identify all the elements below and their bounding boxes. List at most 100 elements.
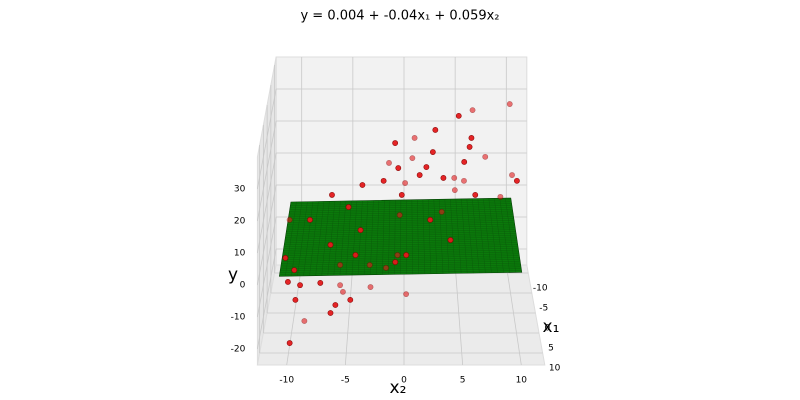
plane-mesh [417, 199, 419, 275]
data-point [455, 112, 462, 119]
data-point [461, 177, 467, 184]
grid-line [256, 248, 277, 350]
data-point [451, 187, 458, 194]
data-point [482, 153, 489, 160]
x2-tick-label: 10 [516, 376, 528, 386]
data-point [466, 144, 473, 150]
plane-mesh [466, 198, 474, 274]
data-point [509, 172, 515, 178]
plane-mesh [281, 259, 520, 264]
grid-line [256, 88, 277, 190]
data-point [327, 241, 334, 248]
x2-tick-label: -5 [341, 376, 350, 386]
data-point [317, 280, 324, 286]
data-point [337, 282, 344, 289]
data-point [347, 296, 354, 303]
y-tick-label: 0 [240, 281, 246, 291]
data-point [394, 252, 401, 258]
grid-line [256, 152, 277, 254]
x1-axis-label: x₁ [543, 317, 560, 337]
plane-mesh [494, 198, 504, 273]
plane-mesh [422, 199, 425, 274]
data-point [403, 291, 410, 298]
plane-mesh [444, 199, 450, 274]
plane-mesh [280, 266, 521, 271]
plane-mesh [483, 198, 492, 273]
plane-mesh [281, 257, 520, 262]
data-point [403, 252, 410, 258]
data-point [359, 182, 366, 188]
data-point [409, 155, 416, 162]
data-point [497, 193, 504, 200]
x1-tick-label: 0 [545, 324, 551, 334]
plane-mesh [282, 249, 519, 255]
data-point [472, 192, 479, 198]
grid-line [286, 264, 303, 366]
plane-mesh [281, 260, 521, 266]
data-point [292, 296, 299, 303]
data-point [301, 318, 308, 324]
plane-mesh [477, 198, 486, 273]
plane-mesh [284, 236, 517, 242]
plane-mesh [282, 251, 519, 257]
data-point [411, 135, 418, 141]
data-point [514, 177, 520, 184]
plane-mesh [472, 198, 480, 274]
data-point [395, 165, 402, 171]
data-point [468, 135, 475, 141]
plane-mesh [461, 198, 468, 274]
data-point [352, 252, 359, 258]
plane-mesh [279, 270, 522, 275]
plane-mesh [411, 199, 413, 275]
grid-line [256, 216, 277, 318]
data-point [367, 284, 374, 290]
x2-axis-label: x₂ [390, 378, 407, 398]
grid-line [256, 184, 277, 286]
data-point [440, 175, 447, 181]
data-point [327, 310, 334, 316]
data-point [396, 212, 403, 218]
data-point [451, 175, 458, 181]
plane-mesh [433, 199, 438, 274]
data-point [392, 259, 399, 266]
data-point [469, 107, 476, 114]
data-point [506, 101, 513, 107]
plane-mesh [282, 253, 520, 258]
y-tick-label: 30 [234, 185, 246, 195]
x1-tick-label: 10 [549, 364, 561, 374]
data-point [285, 279, 291, 285]
plane-mesh [283, 247, 519, 253]
grid-line [256, 120, 277, 222]
data-point [366, 262, 373, 268]
data-point [386, 160, 392, 166]
plane-mesh [428, 199, 432, 274]
data-point [438, 208, 445, 215]
plane-mesh [499, 198, 510, 273]
data-point [329, 192, 335, 198]
x2-tick-label: 0 [401, 376, 407, 386]
data-point [383, 264, 389, 271]
data-point [392, 140, 399, 146]
data-point [402, 180, 408, 186]
plane-mesh [284, 240, 518, 245]
floor-pane [256, 264, 546, 366]
y-tick-label: 20 [234, 217, 246, 227]
y-tick-label: -10 [231, 313, 246, 323]
plane-mesh [505, 198, 516, 273]
data-point [432, 127, 439, 133]
data-point [447, 237, 454, 243]
plane-mesh [283, 244, 518, 249]
data-point [286, 340, 293, 346]
data-point [337, 262, 344, 268]
plane-mesh [283, 246, 518, 251]
plane-mesh [283, 242, 518, 247]
data-point [423, 164, 430, 170]
plane-mesh [488, 198, 498, 273]
data-point [427, 216, 434, 223]
x1-tick-label: -5 [539, 304, 548, 314]
grid-line [344, 264, 354, 366]
data-point [340, 288, 346, 295]
plane-mesh [280, 264, 521, 270]
data-point [307, 216, 313, 223]
y-tick-label: 10 [234, 249, 246, 259]
